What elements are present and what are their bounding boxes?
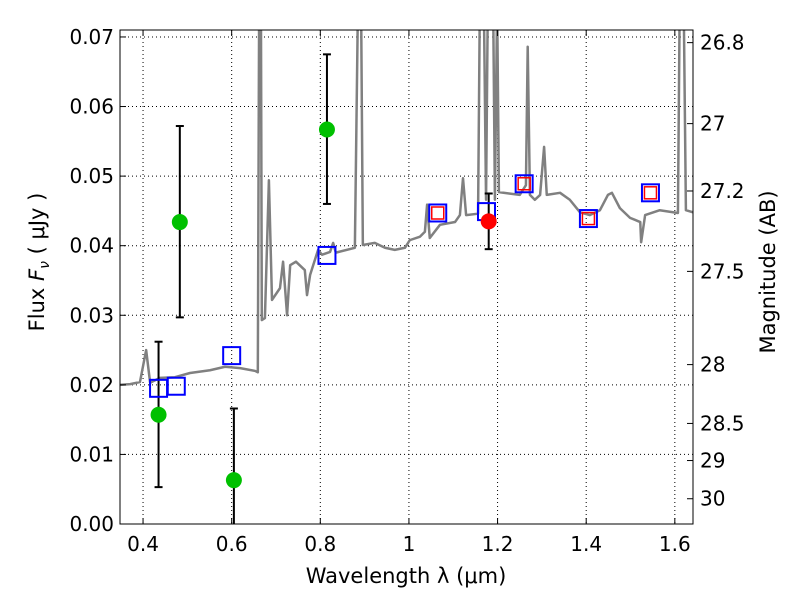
y2-tick-label: 28 (700, 353, 725, 377)
x-tick-label: 1.4 (570, 532, 602, 556)
model-point-red (517, 177, 531, 191)
x-tick-label: 1 (403, 532, 416, 556)
y2-axis-label: Magnitude (AB) (756, 190, 780, 353)
y-tick-label: 0.01 (69, 442, 114, 466)
y-tick-label: 0.02 (69, 373, 114, 397)
observed-point-green (318, 121, 335, 138)
model-point-blue (222, 346, 242, 366)
observed-point-green (150, 406, 167, 423)
x-tick-label: 1.2 (482, 532, 514, 556)
model-point-blue (578, 209, 598, 229)
y-axis-label: Flux Fν ( μJy ) (25, 193, 53, 332)
y2-tick-label: 30 (700, 487, 725, 511)
axis-ticks: 0.4 0.6 0.8 1 1.2 1.4 1.6 0.00 0.01 0.02 0.03 0.04 0… (69, 25, 744, 556)
model-point-blue (166, 376, 186, 396)
y2-tick-label: 27.5 (700, 259, 745, 283)
x-axis-label: Wavelength λ (μm) (306, 564, 507, 588)
model-point-blue (640, 183, 660, 203)
model-point-red (643, 186, 658, 200)
observed-point-green (171, 214, 188, 231)
y-tick-label: 0.05 (69, 164, 114, 188)
x-tick-label: 0.6 (216, 532, 248, 556)
y2-tick-label: 28.5 (700, 411, 745, 435)
y-tick-label: 0.07 (69, 25, 114, 49)
observed-point-green (225, 472, 242, 489)
x-tick-label: 0.4 (127, 532, 159, 556)
spectrum-line (120, 30, 693, 387)
model-point-blue (317, 245, 337, 265)
plot-area (120, 30, 693, 524)
grid (120, 30, 693, 525)
y2-tick-label: 27 (700, 112, 725, 136)
model-point-red (581, 211, 596, 226)
observed-point-red (480, 213, 497, 230)
model-point-blue (514, 174, 534, 194)
y-tick-label: 0.06 (69, 95, 114, 119)
y2-tick-label: 26.8 (700, 31, 745, 55)
y-tick-label: 0.00 (69, 512, 114, 536)
x-tick-label: 0.8 (304, 532, 336, 556)
y-tick-label: 0.04 (69, 234, 114, 258)
model-point-red (430, 206, 445, 220)
x-tick-label: 1.6 (659, 532, 691, 556)
model-point-blue (428, 203, 448, 223)
y-tick-label: 0.03 (69, 303, 114, 327)
y2-tick-label: 27.2 (700, 179, 745, 203)
y2-tick-label: 29 (700, 449, 725, 473)
plot-frame (119, 29, 694, 525)
